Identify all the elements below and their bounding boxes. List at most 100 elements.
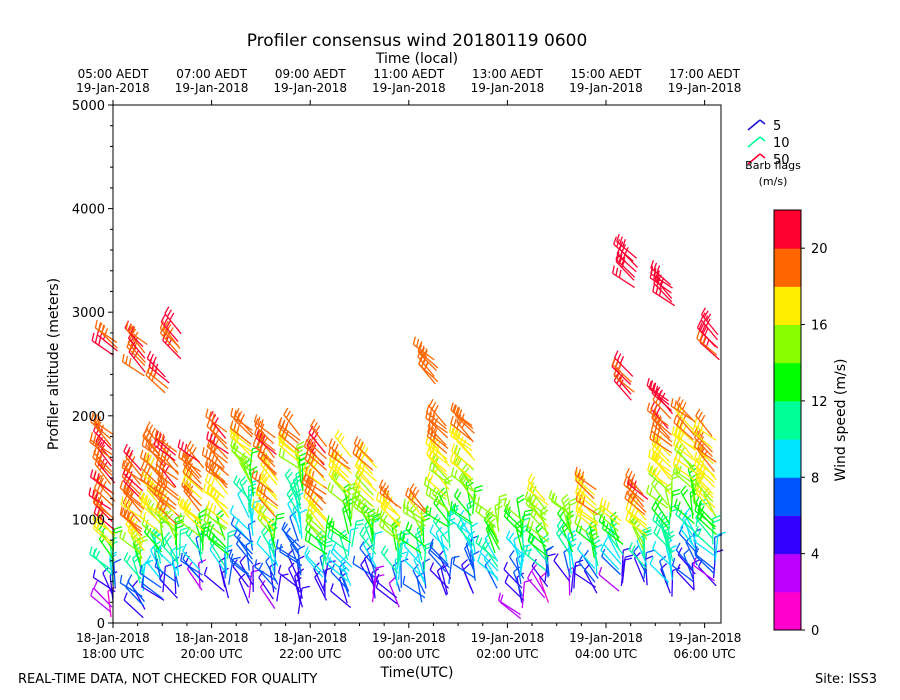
barb-flag (376, 565, 385, 569)
barb-flag (453, 430, 457, 439)
barb-staff (96, 334, 118, 352)
barb-flag (96, 436, 100, 445)
barb-flag (675, 542, 681, 551)
barb-flag (576, 541, 582, 550)
barb-flag (427, 418, 433, 427)
barb-staff (258, 497, 277, 518)
barb-flag (426, 446, 431, 455)
barb-flag (259, 473, 265, 481)
barb-flag (450, 402, 454, 411)
barb-staff (583, 570, 598, 594)
barb-flag (337, 463, 342, 472)
barb-staff (405, 494, 426, 513)
barb-flag (301, 475, 306, 484)
barb-flag (168, 327, 174, 335)
barb-staff (142, 435, 161, 457)
barb-flag (89, 546, 93, 555)
barb-staff (257, 517, 276, 539)
barb-flag (574, 515, 578, 524)
top-tick-date: 19-Jan-2018 (471, 81, 545, 95)
barb-staff (306, 440, 327, 460)
barb-staff (182, 481, 203, 500)
barb-flag (416, 523, 424, 530)
barb-flag (186, 561, 193, 570)
colorbar-segment (774, 324, 801, 364)
barb-flag (121, 353, 125, 362)
barb-flag (143, 452, 147, 461)
barb-flag (304, 546, 309, 555)
barb-staff (125, 456, 143, 478)
barb-flag (633, 545, 640, 553)
barb-staff (379, 525, 401, 543)
barb-flag (359, 541, 365, 549)
barb-flag (527, 493, 532, 502)
wind-speed-colorbar: 0 4 8 12 16 20 (773, 209, 828, 639)
barb-staff (304, 446, 325, 465)
barb-flag (574, 470, 579, 479)
barb-flag (205, 449, 209, 458)
barb-flag (498, 497, 507, 502)
barb-flag (454, 469, 458, 478)
barb-staff (672, 471, 694, 490)
barb-flag (696, 320, 702, 329)
barb-flag (616, 370, 621, 379)
barb-flag (633, 480, 637, 489)
barb-staff (206, 507, 229, 525)
barb-staff (676, 570, 695, 591)
barb-staff (703, 493, 717, 518)
barb-flag (546, 545, 554, 551)
barb-flag (186, 440, 192, 449)
barb-staff (90, 421, 112, 440)
barb-flag (551, 492, 556, 501)
barb-flag (286, 471, 293, 480)
barb-flag (425, 486, 429, 495)
barb-flag (157, 449, 161, 458)
barb-staff (651, 392, 672, 412)
barb-staff (303, 496, 324, 516)
barb-flag (577, 472, 582, 481)
barb-flag (539, 505, 548, 512)
barb-flag (652, 283, 656, 292)
barb-staff (231, 449, 252, 469)
barb-staff (417, 351, 437, 372)
barb-flag (627, 470, 633, 479)
barb-staff (128, 332, 146, 354)
barb-flag (352, 445, 357, 454)
barb-staff (693, 459, 716, 477)
barb-flag (180, 498, 185, 507)
barb-flag (144, 451, 150, 460)
barb-flag (125, 355, 129, 365)
barb-staff (123, 492, 145, 510)
barb-staff (308, 502, 328, 523)
barb-staff (611, 366, 632, 385)
barb-staff (289, 516, 300, 542)
barb-flag (176, 524, 184, 529)
barb-flag (166, 513, 174, 521)
wind-barbs (88, 233, 726, 620)
barb-flag (114, 526, 123, 530)
barb-staff (147, 371, 169, 390)
barb-staff (548, 497, 571, 515)
barb-flag (186, 453, 192, 461)
barb-staff (403, 545, 423, 566)
barb-flag (419, 341, 423, 350)
barb-staff (425, 443, 448, 460)
barb-flag (189, 443, 195, 452)
barb-flag (672, 492, 681, 497)
barb-staff (412, 343, 435, 361)
barb-flag (655, 407, 661, 416)
barb-flag (379, 509, 383, 518)
barb-flag (308, 467, 313, 476)
x-tick-date: 18-Jan-2018 (273, 631, 347, 645)
barb-staff (692, 431, 713, 449)
barb-staff (429, 468, 451, 486)
barb-staff (259, 476, 278, 498)
barb-flag (299, 508, 308, 514)
barb-flag (675, 466, 680, 475)
barb-staff (611, 363, 632, 383)
barb-flag (461, 559, 468, 566)
barb-staff (202, 454, 225, 470)
barb-flag (415, 542, 424, 549)
barb-staff (119, 487, 142, 505)
barb-staff (700, 319, 718, 341)
